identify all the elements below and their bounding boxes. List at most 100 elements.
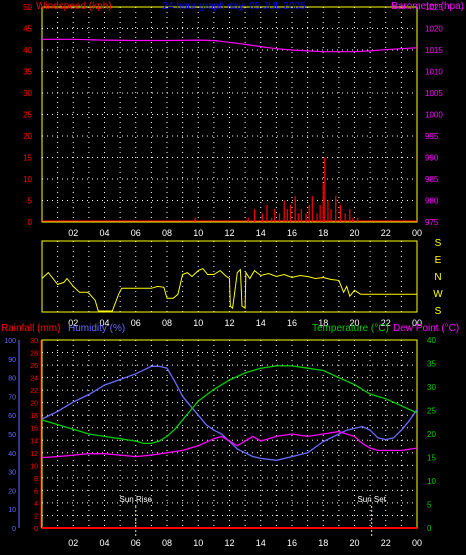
- chart_data.0-x-tick-label: 18: [318, 228, 328, 238]
- temperature-y-tick-label: 15: [427, 454, 436, 463]
- chart_data.2-x-tick-label: 18: [318, 538, 328, 548]
- chart_data.1-x-tick-label: 22: [381, 318, 391, 328]
- humidity-y-tick-label: 10: [8, 507, 16, 514]
- chart_data.0-x-tick-label: 12: [224, 228, 234, 238]
- chart_data.0-x-tick-label: 06: [131, 228, 141, 238]
- barometer-line: [42, 38, 418, 53]
- rainfall-y-tick-label: 12: [30, 451, 38, 458]
- humidity-y-tick-label: 40: [8, 451, 16, 458]
- humidity-y-tick-label: 80: [8, 376, 16, 383]
- dewpoint-line: [41, 430, 418, 459]
- barometer-y-tick-label: 975: [425, 218, 439, 227]
- barometer-y-tick-label: 1000: [425, 111, 443, 120]
- temperature-y-tick-label: 25: [427, 407, 436, 416]
- chart_data.2-x-tick-label: 22: [381, 538, 391, 548]
- chart_data.1-x-tick-label: 00: [412, 318, 422, 328]
- chart_data.2-x-tick-label: 10: [193, 538, 203, 548]
- rainfall-y-tick-label: 8: [34, 476, 38, 483]
- humidity-y-tick-label: 70: [8, 394, 16, 401]
- temperature-y-tick-label: 40: [427, 336, 436, 345]
- wind-y-tick-label: 40: [23, 46, 32, 55]
- chart_data.2-x-tick-label: 16: [287, 538, 297, 548]
- chart_data.0-x-tick-label: 00: [412, 228, 422, 238]
- chart_data.2-x-tick-label: 12: [224, 538, 234, 548]
- barometer-axis-label: Barometer (hpa): [391, 1, 464, 12]
- humidity-y-tick-label: 90: [8, 357, 16, 364]
- temperature-line: [41, 365, 418, 445]
- humidity-y-tick-label: 50: [8, 432, 16, 439]
- windspeed-axis-label: Windspeed (kph): [36, 1, 112, 12]
- chart_data.0-x-tick-label: 16: [287, 228, 297, 238]
- rainfall-y-tick-label: 16: [30, 426, 38, 433]
- chart_data.2-x-tick-label: 20: [349, 538, 359, 548]
- barometer-y-tick-label: 1005: [425, 89, 443, 98]
- chart_data.0-x-tick-label: 10: [193, 228, 203, 238]
- chart_data.0-x-tick-label: 20: [349, 228, 359, 238]
- wind-y-tick-label: 30: [23, 89, 32, 98]
- wind-y-tick-label: 10: [23, 175, 32, 184]
- temperature-axis-label: Temperature (°C): [312, 323, 389, 334]
- wind-y-tick-label: 50: [23, 3, 32, 12]
- chart_data.1-x-tick-label: 06: [131, 318, 141, 328]
- chart_data.1-x-tick-label: 12: [224, 318, 234, 328]
- chart_data.2-x-tick-label: 00: [412, 538, 422, 548]
- chart_data.2-x-tick-label: 04: [99, 538, 109, 548]
- rainfall-y-tick-label: 6: [34, 488, 38, 495]
- chart_data.0-x-tick-label: 04: [99, 228, 109, 238]
- rainfall-y-tick-label: 0: [34, 526, 38, 533]
- rainfall-y-tick-label: 20: [30, 401, 38, 408]
- wind-y-tick-label: 5: [28, 197, 33, 206]
- barometer-y-tick-label: 1010: [425, 68, 443, 77]
- wind-direction-line: [41, 267, 417, 312]
- barometer-y-tick-label: 985: [425, 175, 439, 184]
- chart_data.1-x-tick-label: 02: [68, 318, 78, 328]
- humidity-y-tick-label: 100: [4, 338, 16, 345]
- chart_data.1-x-tick-label: 10: [193, 318, 203, 328]
- humidity-axis-label: Humidity (%): [68, 323, 125, 334]
- humidity-y-tick-label: 20: [8, 488, 16, 495]
- rainfall-y-tick-label: 4: [34, 501, 38, 508]
- rainfall-y-tick-label: 22: [30, 388, 38, 395]
- rainfall-axis-label: Rainfall (mm): [1, 323, 60, 334]
- dewpoint-axis-label: Dew Point (°C): [393, 323, 459, 334]
- wind-y-tick-label: 45: [23, 25, 32, 34]
- compass-label: E: [435, 255, 442, 266]
- temperature-y-tick-label: 10: [427, 477, 436, 486]
- chart_data.0-x-tick-label: 14: [256, 228, 266, 238]
- wind-y-tick-label: 20: [23, 132, 32, 141]
- rainfall-y-tick-label: 10: [30, 463, 38, 470]
- chart_data.1-x-tick-label: 18: [318, 318, 328, 328]
- humidity-y-tick-label: 0: [12, 526, 16, 533]
- chart_data.0-x-tick-label: 22: [381, 228, 391, 238]
- rainfall-y-tick-label: 24: [30, 376, 38, 383]
- chart_data.0-x-tick-label: 08: [162, 228, 172, 238]
- chart_data.2-x-tick-label: 02: [68, 538, 78, 548]
- humidity-y-tick-label: 30: [8, 470, 16, 477]
- barometer-y-tick-label: 995: [425, 132, 439, 141]
- compass-label: S: [435, 306, 442, 317]
- temperature-y-tick-label: 5: [427, 501, 432, 510]
- barometer-y-tick-label: 1025: [425, 3, 443, 12]
- wind-y-tick-label: 25: [23, 111, 32, 120]
- chart_data.1-x-tick-label: 14: [256, 318, 266, 328]
- rainfall-y-tick-label: 26: [30, 363, 38, 370]
- rainfall-y-tick-label: 28: [30, 351, 38, 358]
- chart_data.1-x-tick-label: 20: [349, 318, 359, 328]
- sunset-label: Sun Set: [357, 495, 386, 504]
- wind-y-tick-label: 15: [23, 154, 32, 163]
- rainfall-y-tick-label: 14: [30, 438, 38, 445]
- rainfall-y-tick-label: 2: [34, 513, 38, 520]
- compass-label: S: [435, 238, 442, 249]
- wind-y-tick-label: 35: [23, 68, 32, 77]
- humidity-line: [41, 365, 418, 461]
- barometer-y-tick-label: 1015: [425, 46, 443, 55]
- chart_data.1-x-tick-label: 16: [287, 318, 297, 328]
- chart_data.1-x-tick-label: 08: [162, 318, 172, 328]
- rainfall-y-tick-label: 30: [30, 338, 38, 345]
- barometer-y-tick-label: 1020: [425, 25, 443, 34]
- sunrise-label: Sun Rise: [120, 495, 153, 504]
- chart_data.2-x-tick-label: 06: [131, 538, 141, 548]
- rainfall-y-tick-label: 18: [30, 413, 38, 420]
